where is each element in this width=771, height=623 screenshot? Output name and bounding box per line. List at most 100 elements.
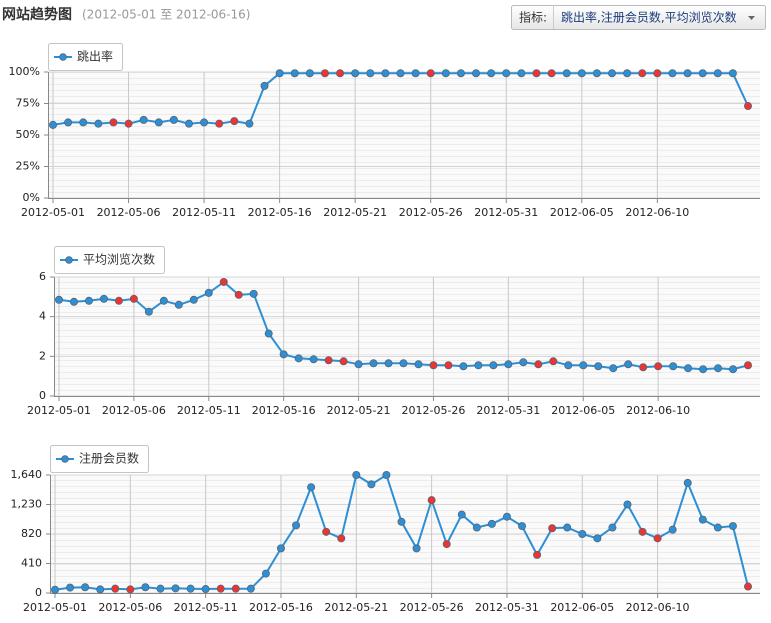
data-point bbox=[593, 534, 602, 543]
data-point bbox=[744, 582, 753, 591]
data-point bbox=[322, 527, 331, 536]
data-point bbox=[427, 496, 436, 505]
selector-box[interactable] bbox=[511, 5, 766, 30]
data-point bbox=[502, 512, 511, 521]
plot-background bbox=[54, 277, 760, 396]
data-point bbox=[354, 360, 363, 369]
x-tick-label: 2012-05-16 bbox=[249, 601, 313, 614]
data-point bbox=[532, 69, 541, 78]
legend-marker bbox=[59, 53, 67, 61]
data-point bbox=[64, 118, 73, 127]
data-point bbox=[714, 364, 723, 373]
x-tick-label: 2012-05-31 bbox=[474, 206, 538, 219]
data-point bbox=[290, 69, 299, 78]
data-point bbox=[200, 118, 209, 127]
data-point bbox=[683, 478, 692, 487]
data-point bbox=[382, 470, 391, 479]
x-tick-label: 2012-05-21 bbox=[327, 404, 391, 417]
y-tick-label: 75% bbox=[16, 97, 40, 110]
data-point bbox=[294, 354, 303, 363]
selector-value[interactable]: 跳出率,注册会员数,平均浏览次数 bbox=[561, 10, 737, 25]
y-tick-label: 1,230 bbox=[11, 498, 43, 511]
data-point bbox=[154, 118, 163, 127]
data-point bbox=[337, 534, 346, 543]
data-point bbox=[94, 119, 103, 128]
page-subtitle: (2012-05-01 至 2012-06-16) bbox=[82, 8, 250, 22]
data-point bbox=[502, 69, 511, 78]
data-point bbox=[623, 69, 632, 78]
data-point bbox=[384, 359, 393, 368]
data-point bbox=[261, 569, 270, 578]
data-point bbox=[609, 364, 618, 373]
selector-label: 指标: bbox=[519, 10, 547, 25]
data-point bbox=[547, 69, 556, 78]
data-point bbox=[623, 500, 632, 509]
data-point bbox=[129, 294, 138, 303]
data-point bbox=[684, 364, 693, 373]
data-point bbox=[69, 297, 78, 306]
data-point bbox=[457, 510, 466, 519]
y-tick-label: 410 bbox=[21, 557, 42, 570]
data-point bbox=[174, 300, 183, 309]
data-point bbox=[456, 69, 465, 78]
data-point bbox=[81, 583, 90, 592]
x-tick-label: 2012-06-05 bbox=[551, 404, 615, 417]
data-point bbox=[339, 357, 348, 366]
data-point bbox=[307, 483, 316, 492]
data-point bbox=[578, 530, 587, 539]
indicator-selector[interactable]: 指标: 跳出率,注册会员数,平均浏览次数 bbox=[511, 5, 766, 30]
data-point bbox=[592, 69, 601, 78]
data-point bbox=[231, 584, 240, 593]
data-point bbox=[260, 81, 269, 90]
data-point bbox=[533, 550, 542, 559]
x-tick-label: 2012-05-01 bbox=[23, 601, 87, 614]
data-point bbox=[638, 69, 647, 78]
data-point bbox=[99, 294, 108, 303]
x-tick-label: 2012-06-10 bbox=[625, 206, 689, 219]
data-point bbox=[109, 118, 118, 127]
data-point bbox=[474, 361, 483, 370]
data-point bbox=[336, 69, 345, 78]
data-point bbox=[564, 361, 573, 370]
data-point bbox=[219, 277, 228, 286]
data-point bbox=[442, 540, 451, 549]
data-point bbox=[608, 69, 617, 78]
data-point bbox=[114, 296, 123, 305]
data-point bbox=[144, 307, 153, 316]
data-point bbox=[668, 525, 677, 534]
x-tick-label: 2012-05-26 bbox=[401, 404, 465, 417]
data-point bbox=[519, 358, 528, 367]
legend-box bbox=[50, 445, 150, 473]
data-point bbox=[381, 69, 390, 78]
data-point bbox=[184, 119, 193, 128]
data-point bbox=[653, 534, 662, 543]
data-point bbox=[441, 69, 450, 78]
data-point bbox=[698, 69, 707, 78]
selector-arrow[interactable] bbox=[748, 16, 755, 20]
legend: 平均浏览次数 bbox=[54, 246, 166, 274]
x-tick-label: 2012-06-10 bbox=[626, 601, 690, 614]
data-point bbox=[275, 69, 284, 78]
y-tick-label: 820 bbox=[21, 527, 42, 540]
data-point bbox=[459, 362, 468, 371]
data-point bbox=[264, 329, 273, 338]
legend-box bbox=[54, 246, 166, 274]
legend-box bbox=[48, 43, 124, 71]
y-tick-label: 100% bbox=[9, 65, 40, 78]
y-tick-label: 0 bbox=[35, 586, 42, 599]
data-point bbox=[159, 296, 168, 305]
data-point bbox=[429, 361, 438, 370]
x-tick-label: 2012-05-06 bbox=[102, 404, 166, 417]
data-point bbox=[279, 350, 288, 359]
x-tick-label: 2012-06-05 bbox=[550, 206, 614, 219]
data-point bbox=[728, 69, 737, 78]
data-point bbox=[534, 360, 543, 369]
data-point bbox=[489, 361, 498, 370]
page-title: 网站趋势图 bbox=[2, 6, 72, 23]
data-point bbox=[744, 102, 753, 111]
data-point bbox=[608, 523, 617, 532]
data-point bbox=[472, 523, 481, 532]
data-point bbox=[124, 119, 133, 128]
y-tick-label: 50% bbox=[16, 128, 40, 141]
